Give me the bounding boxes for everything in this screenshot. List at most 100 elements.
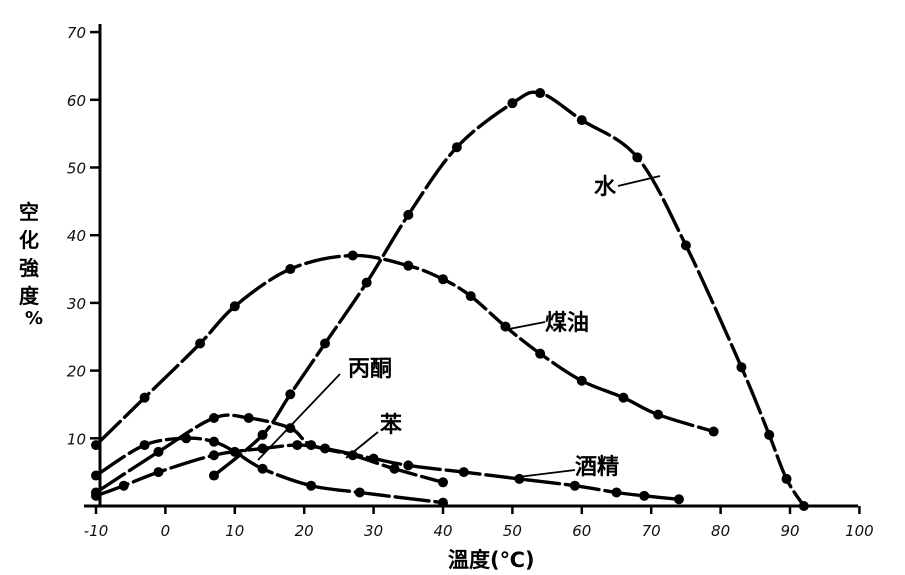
x-tick-label: 70 [642, 522, 661, 540]
x-tick-label: 30 [364, 522, 383, 540]
x-tick-label: 100 [845, 522, 874, 540]
data-point [285, 389, 296, 400]
data-point [347, 450, 358, 461]
y-axis-label-char: 空 [19, 200, 39, 224]
data-point [653, 409, 664, 420]
data-point [639, 490, 650, 501]
series-labels: 水 煤油 丙酮 苯 酒精 [257, 175, 661, 480]
y-axis-label-char: 化 [19, 228, 39, 252]
data-point [320, 443, 331, 454]
y-tick-label: 20 [67, 363, 86, 381]
data-point [673, 494, 684, 505]
data-point [257, 443, 268, 454]
y-axis-label-char: 度 [19, 284, 39, 308]
data-point [292, 440, 303, 451]
data-point [257, 463, 268, 474]
data-point [438, 477, 448, 488]
data-point [306, 480, 317, 491]
data-point [208, 470, 219, 481]
data-point [781, 473, 792, 484]
y-tick-label: 40 [67, 227, 86, 245]
data-point [632, 152, 643, 163]
x-tick-label: 50 [503, 522, 522, 540]
y-axis-label: 空 化 強 度 % [12, 198, 46, 328]
leader-benzene [345, 431, 379, 459]
data-point [451, 142, 462, 153]
data-point [389, 463, 400, 474]
x-tick-label: 40 [433, 522, 452, 540]
data-point [118, 480, 129, 491]
data-point [195, 338, 206, 349]
axes [84, 24, 858, 508]
data-point [569, 480, 580, 491]
y-tick-label: 10 [67, 430, 86, 448]
data-point [576, 115, 587, 126]
data-point [181, 433, 192, 444]
data-point [507, 98, 518, 109]
data-point [208, 412, 219, 423]
data-point [708, 426, 719, 437]
data-point [285, 423, 296, 434]
data-point [798, 501, 809, 511]
data-point [368, 453, 379, 464]
data-point [535, 88, 546, 99]
data-point [139, 392, 150, 403]
data-point [285, 264, 296, 275]
data-point [257, 429, 268, 440]
label-alcohol: 酒精 [575, 454, 619, 480]
x-tick-label: 60 [572, 522, 591, 540]
data-point [514, 473, 525, 484]
data-point [618, 392, 629, 403]
label-acetone: 丙酮 [348, 357, 392, 382]
data-point [354, 487, 365, 498]
series-line [94, 253, 716, 447]
y-axis-unit: % [24, 308, 44, 329]
data-point [153, 467, 164, 478]
label-water: 水 [594, 175, 617, 200]
x-tick-label: -10 [84, 522, 109, 540]
data-point [243, 412, 254, 423]
data-point [91, 440, 101, 451]
data-point [320, 338, 331, 349]
x-axis-label: 溫度(℃) [448, 548, 535, 572]
x-tick-label: 90 [780, 522, 799, 540]
data-point [576, 375, 587, 386]
label-kerosene: 煤油 [545, 310, 589, 336]
series-points [91, 88, 809, 511]
data-point [208, 436, 219, 447]
data-point [403, 460, 414, 471]
data-point [347, 250, 358, 261]
leader-alcohol [509, 469, 576, 479]
data-point [736, 362, 747, 373]
series-line [212, 90, 806, 508]
series-lines [94, 90, 806, 508]
leader-water [617, 175, 661, 187]
data-point [229, 301, 240, 312]
data-point [465, 291, 476, 302]
data-point [438, 274, 448, 285]
data-point [91, 470, 101, 481]
data-point [403, 260, 414, 271]
data-point [535, 348, 546, 359]
data-point [764, 429, 775, 440]
label-benzene: 苯 [379, 413, 403, 438]
data-point [361, 277, 372, 288]
data-point [208, 450, 219, 461]
data-point [153, 446, 164, 457]
data-point [611, 487, 622, 498]
leader-kerosene [503, 321, 546, 331]
data-point [458, 467, 469, 478]
data-point [306, 440, 317, 451]
data-point [91, 490, 101, 501]
x-tick-label: 10 [225, 522, 244, 540]
x-tick-label: 80 [711, 522, 730, 540]
y-tick-label: 50 [67, 160, 86, 178]
data-point [438, 497, 448, 508]
ticks: -10 0 10 20 30 40 50 60 70 80 90 100 10 20 30 40 50 60 70 [67, 24, 874, 540]
y-tick-label: 70 [67, 24, 86, 42]
leader-acetone [257, 373, 341, 461]
y-tick-label: 60 [67, 92, 86, 110]
data-point [229, 446, 240, 457]
data-point [680, 240, 691, 251]
